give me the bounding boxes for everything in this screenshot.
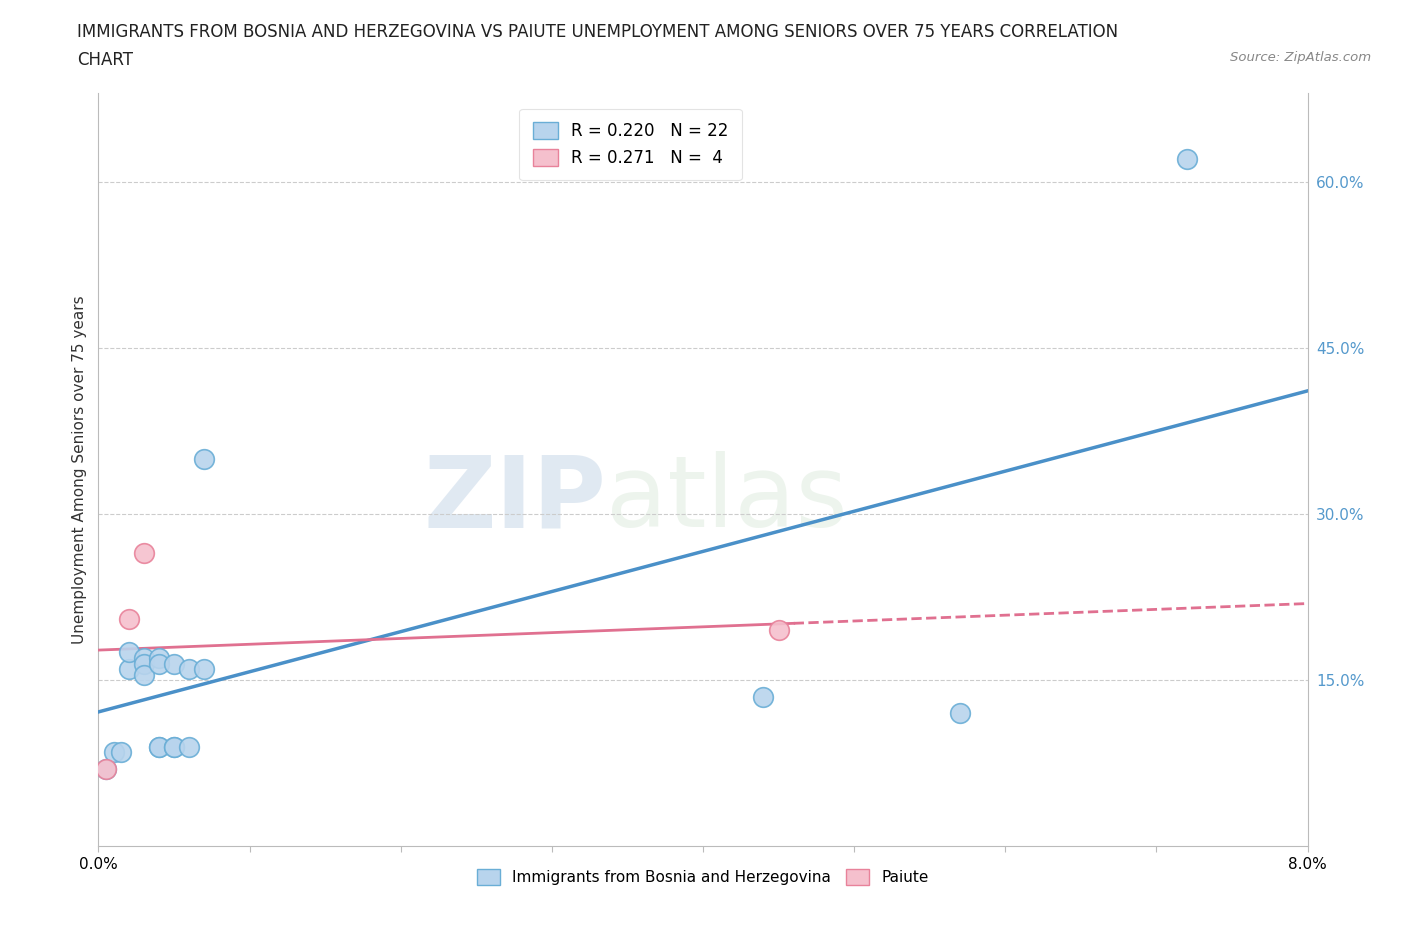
Point [752, 689, 775, 704]
Point [163, 739, 186, 754]
Point [148, 739, 170, 754]
Point [148, 739, 170, 754]
Point [193, 661, 215, 676]
Text: atlas: atlas [606, 451, 848, 549]
Text: Source: ZipAtlas.com: Source: ZipAtlas.com [1230, 51, 1371, 64]
Point [163, 739, 186, 754]
Text: IMMIGRANTS FROM BOSNIA AND HERZEGOVINA VS PAIUTE UNEMPLOYMENT AMONG SENIORS OVER: IMMIGRANTS FROM BOSNIA AND HERZEGOVINA V… [77, 23, 1118, 41]
Point [1175, 152, 1198, 166]
Point [179, 661, 201, 676]
Legend: Immigrants from Bosnia and Herzegovina, Paiute: Immigrants from Bosnia and Herzegovina, … [471, 863, 935, 891]
Text: CHART: CHART [77, 51, 134, 69]
Point [193, 451, 215, 466]
Point [110, 745, 132, 760]
Y-axis label: Unemployment Among Seniors over 75 years: Unemployment Among Seniors over 75 years [72, 296, 87, 644]
Point [148, 651, 170, 666]
Point [103, 745, 125, 760]
Point [118, 661, 141, 676]
Point [94, 762, 117, 777]
Point [768, 623, 790, 638]
Point [148, 656, 170, 671]
Text: ZIP: ZIP [423, 451, 606, 549]
Point [132, 667, 155, 682]
Point [163, 656, 186, 671]
Point [118, 645, 141, 660]
Point [118, 612, 141, 627]
Point [132, 545, 155, 560]
Point [94, 762, 117, 777]
Point [949, 706, 972, 721]
Point [132, 656, 155, 671]
Point [179, 739, 201, 754]
Point [132, 651, 155, 666]
